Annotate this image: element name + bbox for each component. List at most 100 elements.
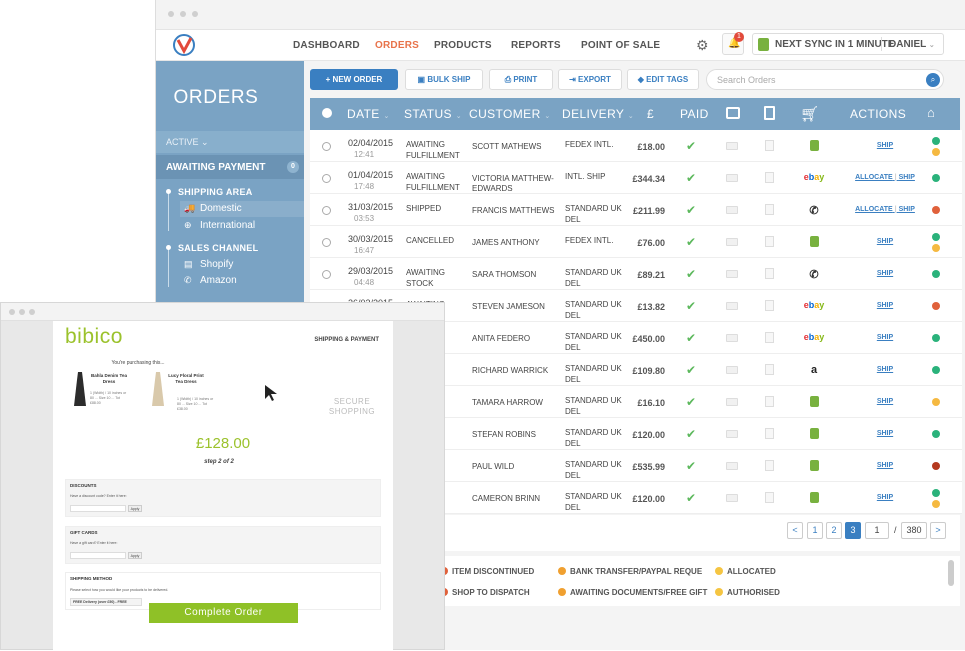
document-icon[interactable]	[765, 428, 774, 439]
prev-page-button[interactable]: <	[787, 522, 803, 539]
printer-icon[interactable]	[726, 398, 738, 406]
sync-status[interactable]: NEXT SYNC IN 1 MINUTE DANIEL ⌄	[752, 33, 944, 55]
gear-icon[interactable]: ⚙	[696, 37, 709, 53]
printer-icon[interactable]	[726, 238, 738, 246]
action-link[interactable]: SHIP	[876, 494, 894, 501]
nav-dashboard[interactable]: DASHBOARD	[293, 40, 360, 51]
action-link[interactable]: SHIP	[876, 238, 894, 245]
discount-code-input[interactable]	[70, 505, 126, 512]
row-select-radio[interactable]	[322, 270, 331, 279]
column-delivery[interactable]: DELIVERY ⌄	[562, 107, 634, 121]
print-button[interactable]: ⎙ PRINT	[489, 69, 553, 90]
phone-icon: ✆	[184, 275, 192, 285]
action-link[interactable]: SHIP	[898, 174, 915, 181]
action-link[interactable]: SHIP	[876, 430, 894, 437]
action-link[interactable]: SHIP	[876, 398, 894, 405]
export-button[interactable]: ⇥ EXPORT	[558, 69, 622, 90]
apply-gift-button[interactable]: Apply	[128, 552, 142, 559]
edit-tags-button[interactable]: ◆ EDIT TAGS	[627, 69, 699, 90]
printer-icon[interactable]	[726, 270, 738, 278]
page-button[interactable]: 2	[826, 522, 842, 539]
printer-icon[interactable]	[726, 302, 738, 310]
document-icon[interactable]	[765, 172, 774, 183]
customer-name: JAMES ANTHONY	[472, 238, 540, 247]
row-select-radio[interactable]	[322, 174, 331, 183]
document-icon[interactable]	[765, 236, 774, 247]
table-row[interactable]: 02/04/2015 12:41 AWAITING FULFILLMENT SCOTT…	[310, 130, 962, 162]
document-icon[interactable]	[765, 140, 774, 151]
column-price[interactable]: £	[647, 107, 655, 121]
nav-products[interactable]: PRODUCTS	[434, 40, 492, 51]
status-dot	[932, 500, 940, 508]
printer-icon[interactable]	[726, 174, 738, 182]
document-icon[interactable]	[765, 364, 774, 375]
sidebar-item-international[interactable]: ⊕ International	[180, 218, 304, 234]
table-row[interactable]: 31/03/2015 03:53 SHIPPED FRANCIS MATTHEWS ST…	[310, 194, 962, 226]
action-link[interactable]: SHIP	[876, 270, 894, 277]
complete-order-button[interactable]: Complete Order	[149, 603, 298, 623]
legend-label: AUTHORISED	[727, 588, 780, 597]
document-icon[interactable]	[765, 204, 774, 215]
user-menu[interactable]: DANIEL ⌄	[889, 39, 935, 50]
column-status[interactable]: STATUS ⌄	[404, 107, 462, 121]
shipping-option-select[interactable]: FREE Delivery (over £50) - FREE	[70, 598, 142, 606]
notifications-button[interactable]: 🔔 1	[722, 32, 744, 55]
printer-icon[interactable]	[726, 334, 738, 342]
printer-icon[interactable]	[726, 366, 738, 374]
table-row[interactable]: 30/03/2015 16:47 CANCELLED JAMES ANTHONY FED…	[310, 226, 962, 258]
action-link[interactable]: SHIP	[876, 302, 894, 309]
nav-orders[interactable]: ORDERS	[375, 40, 419, 51]
action-link[interactable]: ALLOCATE	[855, 206, 893, 213]
nav-point-of-sale[interactable]: POINT OF SALE	[581, 40, 661, 51]
brand-logo[interactable]: bibico	[65, 325, 123, 348]
action-link[interactable]: SHIP	[876, 366, 894, 373]
search-input[interactable]: Search Orders ⌕	[706, 69, 944, 90]
row-select-radio[interactable]	[322, 238, 331, 247]
order-price: £120.00	[632, 494, 665, 504]
order-price: £344.34	[632, 174, 665, 184]
printer-icon[interactable]	[726, 430, 738, 438]
legend-scrollbar[interactable]	[948, 560, 954, 586]
next-page-button[interactable]: >	[930, 522, 946, 539]
sidebar-item-shopify[interactable]: ▤ Shopify	[180, 257, 304, 273]
apply-discount-button[interactable]: Apply	[128, 505, 142, 512]
new-order-button[interactable]: + NEW ORDER	[310, 69, 398, 90]
column-date[interactable]: DATE ⌄	[347, 107, 390, 121]
page-button-current[interactable]: 3	[845, 522, 861, 539]
printer-icon[interactable]	[726, 206, 738, 214]
page-button[interactable]: 1	[807, 522, 823, 539]
bulk-ship-button[interactable]: ▣ BULK SHIP	[405, 69, 483, 90]
printer-icon[interactable]	[726, 494, 738, 502]
customer-name: SCOTT MATHEWS	[472, 142, 542, 151]
action-link[interactable]: SHIP	[898, 206, 915, 213]
select-all-radio[interactable]	[322, 108, 332, 118]
action-link[interactable]: ALLOCATE	[855, 174, 893, 181]
time-text: 17:48	[354, 182, 375, 191]
sidebar-item-awaiting-payment[interactable]: AWAITING PAYMENT 0	[156, 155, 304, 179]
document-icon[interactable]	[765, 300, 774, 311]
document-icon[interactable]	[765, 492, 774, 503]
document-icon[interactable]	[765, 332, 774, 343]
column-customer[interactable]: CUSTOMER ⌄	[469, 107, 551, 121]
document-icon[interactable]	[765, 396, 774, 407]
printer-icon[interactable]	[726, 462, 738, 470]
active-filter[interactable]: ACTIVE ⌄	[156, 131, 304, 153]
search-icon[interactable]: ⌕	[926, 73, 940, 87]
row-select-radio[interactable]	[322, 206, 331, 215]
document-icon[interactable]	[765, 460, 774, 471]
gift-card-input[interactable]	[70, 552, 126, 559]
column-paid[interactable]: PAID	[680, 107, 709, 121]
printer-icon[interactable]	[726, 142, 738, 150]
action-link[interactable]: SHIP	[876, 142, 894, 149]
row-select-radio[interactable]	[322, 142, 331, 151]
table-row[interactable]: 01/04/2015 17:48 AWAITING FULFILLMENT VICTO…	[310, 162, 962, 194]
app-logo-icon[interactable]	[172, 34, 196, 56]
nav-reports[interactable]: REPORTS	[511, 40, 561, 51]
table-row[interactable]: 29/03/2015 04:48 AWAITING STOCK SARA THOMSO…	[310, 258, 962, 290]
action-link[interactable]: SHIP	[876, 334, 894, 341]
document-icon[interactable]	[765, 268, 774, 279]
page-number-input[interactable]: 1	[865, 522, 889, 539]
action-link[interactable]: SHIP	[876, 462, 894, 469]
sidebar-item-amazon[interactable]: ✆ Amazon	[180, 273, 304, 289]
sidebar-item-domestic[interactable]: 🚚 Domestic	[180, 201, 304, 217]
